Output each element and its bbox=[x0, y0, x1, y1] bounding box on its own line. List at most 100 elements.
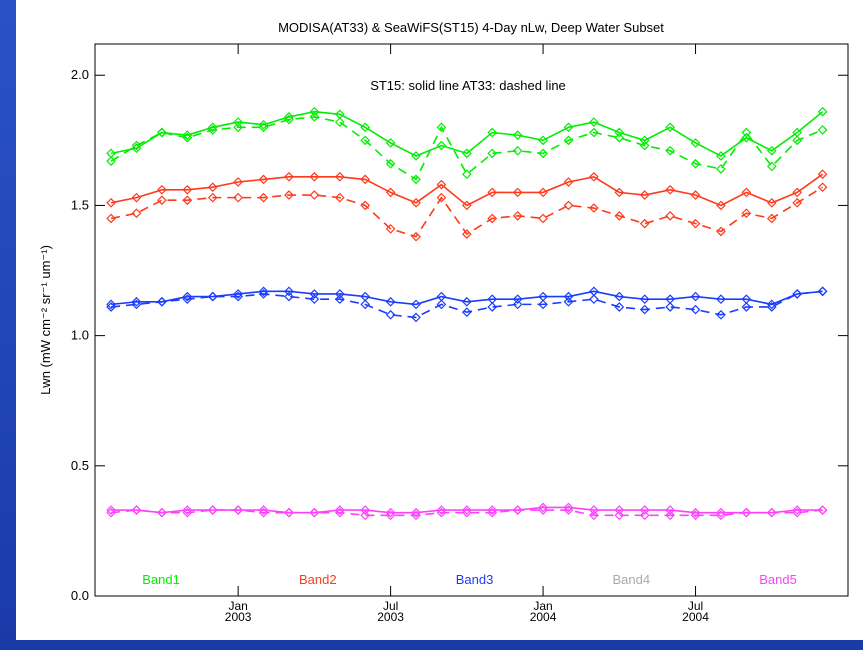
marker bbox=[665, 505, 675, 515]
solid-line bbox=[111, 506, 823, 514]
marker bbox=[665, 302, 675, 312]
marker bbox=[182, 507, 193, 518]
x-tick-label: Jan 2004 bbox=[529, 599, 557, 624]
marker bbox=[589, 294, 599, 305]
marker bbox=[589, 127, 599, 138]
marker bbox=[258, 192, 269, 203]
marker bbox=[487, 505, 498, 515]
marker bbox=[512, 130, 523, 140]
marker bbox=[411, 151, 421, 161]
marker bbox=[258, 507, 269, 518]
marker bbox=[716, 309, 726, 320]
marker bbox=[766, 302, 777, 312]
marker bbox=[817, 286, 828, 297]
marker bbox=[207, 125, 218, 135]
marker bbox=[284, 114, 294, 125]
marker bbox=[258, 289, 269, 299]
marker bbox=[741, 302, 752, 312]
marker bbox=[284, 286, 294, 297]
marker bbox=[741, 127, 752, 138]
marker bbox=[512, 299, 523, 310]
marker bbox=[690, 510, 701, 521]
y-axis-label: Lwn (mW cm⁻² sr⁻¹ um⁻¹) bbox=[38, 245, 53, 395]
marker bbox=[792, 505, 803, 515]
marker bbox=[589, 117, 599, 127]
marker bbox=[716, 510, 726, 521]
marker bbox=[639, 190, 650, 200]
marker bbox=[131, 140, 142, 151]
marker bbox=[182, 505, 193, 515]
marker bbox=[411, 299, 421, 310]
marker bbox=[309, 190, 320, 200]
marker bbox=[131, 505, 142, 515]
marker bbox=[385, 309, 396, 320]
marker bbox=[792, 135, 803, 146]
plot-frame bbox=[94, 43, 849, 597]
x-tick-label: Jan 2003 bbox=[224, 599, 252, 624]
solid-line bbox=[110, 110, 824, 157]
marker bbox=[131, 296, 142, 307]
marker bbox=[690, 158, 701, 169]
marker bbox=[716, 164, 726, 174]
marker bbox=[766, 145, 777, 156]
marker bbox=[487, 187, 498, 198]
marker bbox=[461, 148, 472, 159]
marker bbox=[157, 127, 167, 138]
marker bbox=[665, 145, 675, 156]
marker bbox=[614, 302, 625, 312]
marker bbox=[512, 187, 523, 198]
marker bbox=[817, 505, 828, 515]
marker bbox=[639, 135, 650, 146]
solid-line bbox=[110, 173, 824, 207]
marker bbox=[461, 229, 472, 239]
marker bbox=[334, 507, 345, 518]
marker bbox=[360, 135, 371, 146]
marker bbox=[716, 226, 726, 237]
marker bbox=[385, 296, 396, 307]
marker bbox=[157, 296, 167, 307]
marker bbox=[741, 208, 752, 219]
marker bbox=[258, 119, 269, 130]
marker bbox=[614, 505, 625, 515]
marker bbox=[233, 291, 243, 302]
marker bbox=[334, 117, 345, 127]
marker bbox=[639, 510, 650, 521]
marker bbox=[284, 171, 294, 182]
marker bbox=[817, 169, 828, 180]
marker bbox=[563, 291, 574, 302]
marker bbox=[411, 197, 421, 208]
marker bbox=[385, 138, 396, 148]
marker bbox=[461, 307, 472, 318]
marker bbox=[487, 127, 498, 138]
marker bbox=[131, 208, 142, 219]
marker bbox=[512, 211, 523, 221]
marker bbox=[563, 135, 574, 146]
marker bbox=[233, 177, 243, 187]
marker bbox=[538, 187, 548, 198]
marker bbox=[233, 289, 243, 299]
y-tick-label: 1.5 bbox=[71, 197, 89, 212]
marker bbox=[589, 505, 599, 515]
marker bbox=[639, 304, 650, 315]
marker bbox=[334, 192, 345, 203]
marker bbox=[258, 505, 269, 515]
y-tick-label: 0.5 bbox=[71, 458, 89, 473]
marker bbox=[487, 302, 498, 312]
marker bbox=[411, 174, 421, 185]
marker bbox=[461, 507, 472, 518]
marker bbox=[538, 505, 548, 515]
marker bbox=[106, 302, 116, 312]
marker bbox=[284, 190, 294, 200]
marker bbox=[207, 505, 218, 515]
marker bbox=[614, 211, 625, 221]
marker bbox=[614, 291, 625, 302]
marker bbox=[106, 213, 116, 224]
marker bbox=[334, 505, 345, 515]
marker bbox=[182, 130, 193, 140]
marker bbox=[665, 510, 675, 521]
legend-label: Band4 bbox=[612, 572, 650, 587]
dashed-line bbox=[111, 290, 823, 319]
marker bbox=[360, 299, 371, 310]
marker bbox=[436, 192, 447, 203]
